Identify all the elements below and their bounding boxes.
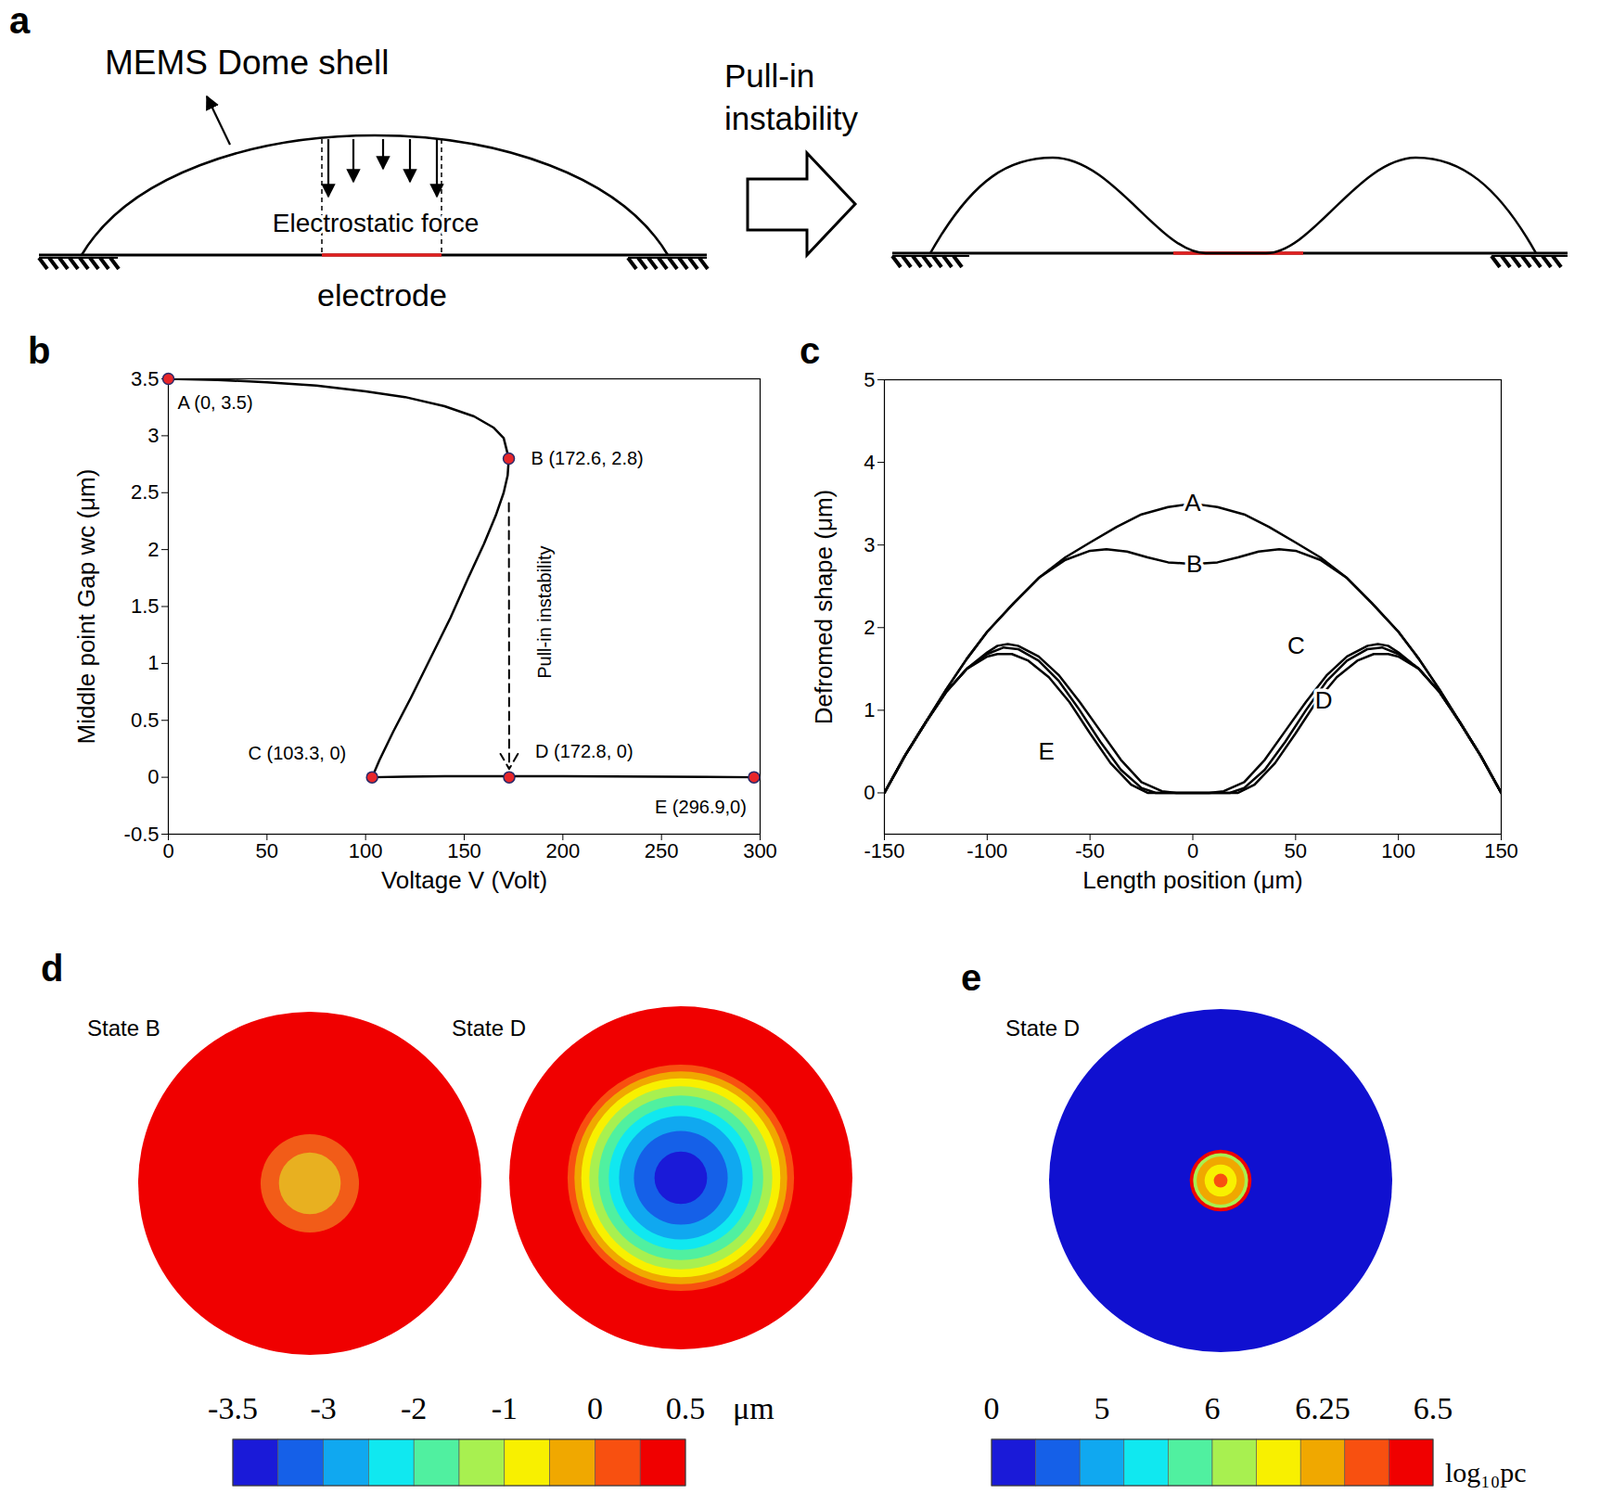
svg-text:E: E [1038, 737, 1055, 766]
svg-text:Middle point Gap wc (μm): Middle point Gap wc (μm) [72, 469, 101, 745]
svg-text:State B: State B [87, 1015, 161, 1041]
svg-text:-150: -150 [863, 839, 905, 863]
svg-text:0: 0 [147, 765, 159, 789]
svg-text:MEMS Dome shell: MEMS Dome shell [104, 43, 389, 82]
svg-text:5: 5 [1094, 1391, 1111, 1426]
svg-text:Voltage V (Volt): Voltage V (Volt) [381, 866, 548, 895]
svg-text:A (0, 3.5): A (0, 3.5) [178, 392, 254, 413]
svg-text:Length position (μm): Length position (μm) [1082, 866, 1304, 895]
svg-text:6.25: 6.25 [1294, 1391, 1351, 1426]
svg-text:0: 0 [1187, 839, 1199, 863]
svg-text:-50: -50 [1075, 839, 1105, 863]
svg-text:200: 200 [545, 839, 580, 863]
svg-text:5: 5 [863, 368, 875, 392]
svg-text:0: 0 [984, 1391, 1000, 1426]
svg-text:150: 150 [447, 839, 482, 863]
svg-text:50: 50 [1284, 839, 1307, 863]
svg-text:100: 100 [348, 839, 384, 863]
svg-text:Pull-in instability: Pull-in instability [534, 545, 555, 679]
svg-text:2.5: 2.5 [130, 480, 160, 504]
svg-text:0: 0 [863, 780, 875, 805]
svg-text:electrode: electrode [317, 277, 448, 313]
svg-text:0.5: 0.5 [665, 1391, 706, 1426]
svg-text:6.5: 6.5 [1413, 1391, 1454, 1426]
svg-text:Defromed shape (μm): Defromed shape (μm) [809, 489, 838, 725]
svg-text:-0.5: -0.5 [124, 822, 160, 846]
svg-text:C: C [1287, 631, 1306, 660]
svg-text:-3.5: -3.5 [207, 1391, 258, 1426]
svg-text:b: b [27, 330, 51, 372]
svg-text:a: a [9, 0, 31, 41]
svg-text:150: 150 [1484, 839, 1519, 863]
svg-text:Pull-in: Pull-in [724, 57, 815, 94]
svg-text:-2: -2 [400, 1391, 427, 1426]
svg-text:6: 6 [1204, 1391, 1221, 1426]
svg-text:Electrostatic force: Electrostatic force [272, 208, 480, 238]
svg-text:State D: State D [1005, 1015, 1080, 1041]
svg-text:0.5: 0.5 [130, 708, 160, 732]
svg-text:3.5: 3.5 [130, 367, 160, 391]
svg-text:μm: μm [732, 1391, 775, 1426]
svg-text:-100: -100 [966, 839, 1008, 863]
svg-text:State D: State D [451, 1015, 526, 1041]
svg-text:1: 1 [863, 698, 875, 722]
svg-text:c: c [799, 330, 820, 372]
svg-text:E (296.9,0): E (296.9,0) [654, 796, 747, 818]
svg-text:1: 1 [147, 651, 159, 675]
svg-text:0: 0 [587, 1391, 603, 1426]
svg-text:2: 2 [863, 615, 875, 640]
svg-text:300: 300 [742, 839, 778, 863]
svg-text:100: 100 [1381, 839, 1416, 863]
svg-text:0: 0 [162, 839, 174, 863]
svg-text:-1: -1 [491, 1391, 518, 1426]
svg-text:B: B [1186, 550, 1203, 578]
svg-text:3: 3 [147, 423, 159, 448]
svg-text:A: A [1184, 488, 1202, 517]
svg-text:250: 250 [644, 839, 679, 863]
svg-text:B (172.6, 2.8): B (172.6, 2.8) [531, 448, 644, 469]
svg-text:instability: instability [724, 100, 858, 137]
svg-text:2: 2 [147, 537, 159, 562]
svg-text:C (103.3, 0): C (103.3, 0) [248, 742, 347, 764]
svg-text:1.5: 1.5 [130, 594, 160, 618]
svg-text:50: 50 [256, 839, 279, 863]
svg-text:e: e [960, 957, 982, 999]
svg-text:log₁₀pc: log₁₀pc [1445, 1457, 1527, 1488]
svg-text:d: d [40, 947, 64, 989]
svg-text:D (172.8, 0): D (172.8, 0) [535, 741, 634, 762]
svg-text:D: D [1315, 686, 1333, 715]
svg-text:4: 4 [863, 450, 875, 474]
svg-text:-3: -3 [309, 1391, 336, 1426]
svg-text:3: 3 [863, 533, 875, 557]
